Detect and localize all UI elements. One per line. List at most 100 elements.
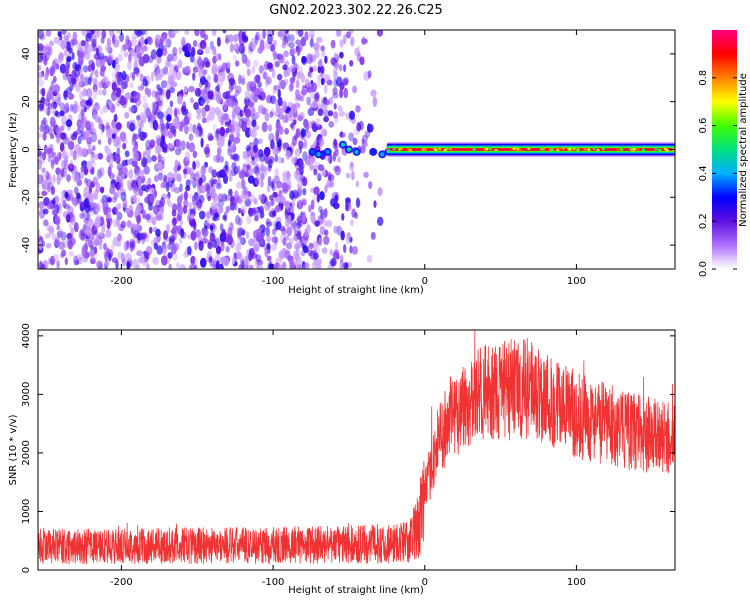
- spectrogram-noise-cell: [129, 72, 134, 79]
- spectrogram-noise-cell: [112, 206, 118, 215]
- spectrogram-noise-cell: [126, 220, 132, 228]
- spectrogram-noise-cell: [88, 239, 94, 248]
- spectrogram-noise-cell: [134, 168, 141, 175]
- spectrogram-y-tick-label: -20: [21, 189, 32, 205]
- spectrogram-noise-cell: [207, 195, 211, 202]
- spectrogram-noise-cell: [184, 164, 188, 171]
- spectrogram-noise-cell: [330, 39, 336, 49]
- spectrogram-noise-cell: [76, 42, 83, 51]
- spectrogram-noise-cell: [107, 221, 111, 229]
- spectrogram-noise-cell: [317, 60, 323, 67]
- spectrogram-noise-cell: [345, 235, 350, 245]
- spectrogram-noise-cell: [302, 263, 308, 269]
- spectrogram-signal-texture: [392, 147, 396, 151]
- spectrogram-noise-cell: [272, 145, 279, 156]
- spectrogram-noise-cell: [326, 79, 333, 86]
- spectrogram-noise-cell: [277, 96, 283, 107]
- spectrogram-noise-cell: [224, 194, 230, 201]
- spectrogram-noise-cell: [49, 66, 55, 77]
- spectrogram-noise-cell: [157, 169, 164, 177]
- spectrogram-noise-cell: [281, 30, 286, 35]
- spectrogram-noise-cell: [301, 213, 306, 223]
- spectrogram-noise-cell: [316, 36, 322, 43]
- spectrogram-noise-cell: [273, 84, 280, 91]
- spectrogram-noise-cell: [259, 39, 265, 50]
- snr-y-tick-label: 1000: [21, 499, 32, 524]
- spectrogram-noise-cell: [253, 137, 259, 147]
- spectrogram-signal-texture: [512, 147, 516, 151]
- spectrogram-noise-cell: [333, 165, 340, 172]
- spectrogram-noise-cell: [38, 190, 41, 197]
- spectrogram-noise-cell: [226, 98, 233, 107]
- spectrogram-noise-cell: [194, 30, 200, 37]
- spectrogram-noise-cell: [259, 239, 264, 246]
- spectrogram-noise-cell: [222, 112, 229, 121]
- spectrogram-noise-cell: [49, 116, 56, 127]
- spectrogram-noise-cell: [351, 170, 355, 181]
- spectrogram-noise-cell: [154, 121, 159, 131]
- spectrogram-noise-cell: [129, 241, 135, 249]
- spectrogram-noise-cell: [184, 151, 191, 162]
- spectrogram-noise-cell: [200, 39, 207, 50]
- spectrogram-noise-cell: [38, 65, 42, 71]
- spectrogram-noise-cell: [232, 143, 236, 153]
- colorbar-label: Normalized spectral amplitude: [738, 73, 749, 227]
- spectrogram-noise-cell: [313, 42, 320, 51]
- spectrogram-noise-cell: [216, 109, 224, 120]
- spectrogram-noise-cell: [169, 235, 176, 243]
- spectrogram-noise-cell: [258, 205, 264, 214]
- spectrogram-noise-cell: [184, 125, 189, 135]
- spectrogram-noise-cell: [167, 242, 172, 251]
- spectrogram-noise-cell: [96, 260, 103, 269]
- spectrogram-noise-cell: [116, 241, 122, 248]
- spectrogram-noise-cell: [97, 139, 102, 145]
- spectrogram-noise-cell: [248, 238, 255, 247]
- spectrogram-noise-cell: [196, 199, 203, 209]
- spectrogram-noise-cell: [169, 100, 174, 108]
- spectrogram-noise-cell: [126, 121, 130, 129]
- spectrogram-noise-cell: [300, 128, 306, 138]
- spectrogram-noise-cell: [309, 91, 315, 99]
- spectrogram-noise-cell: [214, 253, 221, 264]
- spectrogram-noise-cell: [323, 84, 328, 94]
- figure-title: GN02.2023.302.22.26.C25: [269, 3, 443, 18]
- spectrogram-noise-cell: [268, 62, 274, 72]
- spectrogram-noise-cell: [194, 241, 198, 251]
- spectrogram-noise-cell: [218, 71, 225, 83]
- spectrogram-noise-cell: [168, 87, 175, 94]
- spectrogram-noise-cell: [339, 64, 343, 72]
- spectrogram-noise-cell: [208, 135, 214, 141]
- spectrogram-signal-texture: [665, 149, 669, 152]
- spectrogram-noise-cell: [179, 219, 183, 226]
- spectrogram-noise-cell: [146, 193, 151, 205]
- spectrogram-noise-cell: [167, 53, 174, 62]
- spectrogram-noise-cell: [73, 222, 79, 233]
- spectrogram-noise-cell: [45, 242, 52, 249]
- spectrogram-noise-cell: [317, 65, 321, 74]
- spectrogram-noise-cell: [209, 233, 216, 243]
- spectrogram-noise-cell: [122, 143, 127, 150]
- snr-y-tick-label: 4000: [21, 323, 32, 348]
- spectrogram-noise-cell: [254, 34, 259, 45]
- spectrogram-noise-cell: [172, 203, 177, 213]
- spectrogram-noise: [38, 30, 384, 269]
- spectrogram-noise-cell: [65, 119, 73, 128]
- snr-plot-area: [38, 330, 675, 565]
- spectrogram-noise-cell: [200, 30, 205, 39]
- spectrogram-noise-cell: [309, 162, 314, 171]
- spectrogram-noise-cell: [142, 151, 146, 160]
- spectrogram-noise-cell: [139, 121, 144, 131]
- spectrogram-noise-cell: [99, 167, 105, 177]
- snr-y-tick-label: 3000: [21, 382, 32, 407]
- spectrogram-noise-cell: [334, 165, 341, 176]
- spectrogram-noise-cell: [197, 65, 204, 73]
- spectrogram-noise-cell: [104, 251, 109, 262]
- spectrogram-signal-texture: [576, 148, 580, 152]
- spectrogram-noise-cell: [177, 205, 184, 217]
- spectrogram-noise-cell: [213, 155, 220, 163]
- spectrogram-noise-cell: [38, 78, 44, 88]
- spectrogram-noise-cell: [324, 229, 329, 236]
- spectrogram-noise-cell: [281, 42, 286, 49]
- spectrogram-noise-cell: [298, 111, 305, 121]
- spectrogram-noise-cell: [59, 132, 67, 140]
